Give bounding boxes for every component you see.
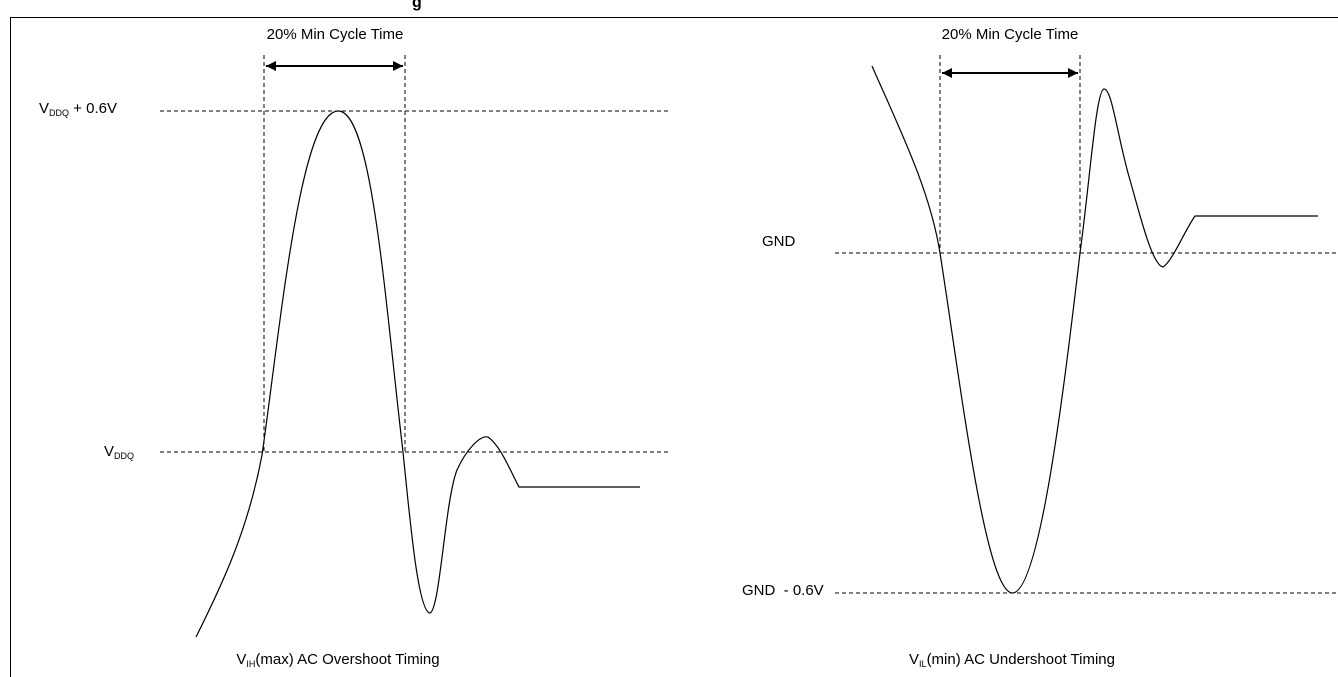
undershoot-caption: VIL(min) AC Undershoot Timing xyxy=(909,651,1115,669)
heading-fragment: g xyxy=(412,0,422,11)
diagram-frame xyxy=(10,17,1338,677)
overshoot-caption: VIH(max) AC Overshoot Timing xyxy=(236,651,440,669)
gnd-minus-label: GND - 0.6V xyxy=(742,582,824,599)
overshoot-waveform xyxy=(195,110,640,638)
cycle-time-label-left: 20% Min Cycle Time xyxy=(266,26,404,43)
undershoot-panel xyxy=(835,55,1338,594)
overshoot-panel xyxy=(160,55,670,638)
cycle-time-label-right: 20% Min Cycle Time xyxy=(941,26,1079,43)
vddq-label: VDDQ xyxy=(104,443,135,461)
vddq-plus-label: VDDQ + 0.6V xyxy=(39,100,117,118)
undershoot-waveform xyxy=(871,65,1318,594)
gnd-label: GND xyxy=(762,233,796,250)
